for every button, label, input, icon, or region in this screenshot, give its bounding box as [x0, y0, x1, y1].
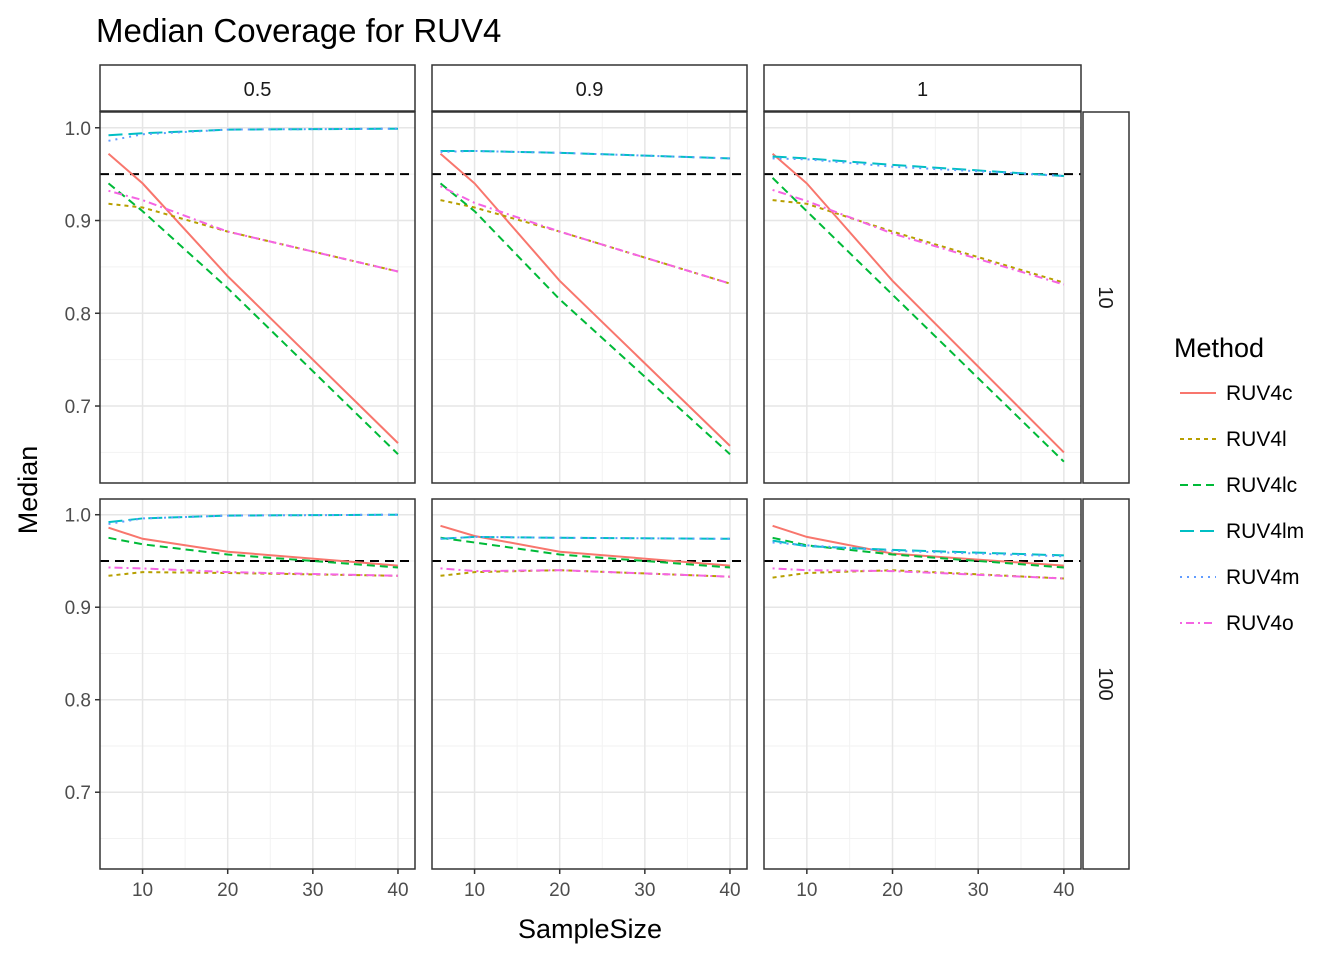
y-tick-label: 0.7: [65, 397, 91, 418]
panel-border: [99, 498, 416, 870]
col-strip: [99, 64, 416, 112]
series-line-ruv4m: [108, 127, 399, 142]
series-line-ruv4l: [440, 569, 731, 578]
series-line-ruv4lm: [772, 539, 1064, 557]
row-strip-label: 10: [1094, 286, 1116, 308]
panel-border: [99, 111, 416, 484]
panel-border: [763, 498, 1082, 870]
row-strip: [1082, 498, 1130, 870]
y-tick-label: 0.7: [65, 783, 91, 804]
series-line-ruv4o: [772, 567, 1064, 580]
panel-border: [431, 498, 748, 870]
series-line-ruv4m: [772, 157, 1064, 177]
facet-panel: 10 20 30 40: [763, 498, 1082, 901]
y-tick-label: 0.9: [65, 598, 91, 619]
series-line-ruv4o: [440, 567, 731, 578]
series-line-ruv4o: [440, 185, 731, 285]
series-line-ruv4lc: [107, 182, 399, 455]
x-tick-label: 20: [549, 880, 570, 901]
facet-panels: 0.5 0.9 1 10 100 0.7 0.8 0.9 1.0 0.7 0.8 0.9 1.0 10 20…: [65, 64, 1130, 901]
series-line-ruv4l: [440, 199, 731, 285]
series-line-ruv4lc: [108, 536, 399, 569]
y-tick-label: 0.8: [65, 304, 91, 325]
series-line-ruv4m: [108, 513, 399, 525]
legend: Method RUV4c RUV4l RUV4lc RUV4lm RUV4m RUV4o: [1174, 333, 1304, 635]
x-tick-label: 40: [719, 880, 740, 901]
y-tick-label: 0.8: [65, 691, 91, 712]
series-line-ruv4c: [439, 152, 731, 447]
x-tick-label: 10: [796, 880, 817, 901]
legend-label: RUV4lc: [1226, 474, 1297, 497]
facet-panel: 0.7 0.8 0.9 1.0: [65, 111, 416, 484]
legend-title: Method: [1174, 333, 1264, 363]
series-line-ruv4c: [772, 524, 1064, 567]
x-axis-label: SampleSize: [518, 914, 662, 944]
row-strip: [1082, 111, 1130, 484]
series-line-ruv4o: [108, 189, 399, 273]
series-line-ruv4m: [440, 535, 731, 540]
x-tick-label: 40: [387, 880, 408, 901]
col-strip-label: 0.9: [576, 79, 604, 101]
x-tick-label: 30: [634, 880, 655, 901]
series-line-ruv4c: [440, 524, 731, 567]
series-line-ruv4m: [772, 541, 1064, 558]
series-line-ruv4c: [771, 152, 1065, 454]
series-line-ruv4c: [107, 152, 399, 444]
series-line-ruv4lc: [772, 536, 1064, 569]
facet-panel: 0.7 0.8 0.9 1.0 10 20 30 40: [65, 498, 416, 901]
legend-label: RUV4c: [1226, 382, 1293, 405]
series-line-ruv4m: [440, 149, 731, 160]
legend-label: RUV4l: [1226, 428, 1287, 451]
x-tick-label: 20: [217, 880, 238, 901]
facet-panel: 10 20 30 40: [431, 498, 748, 901]
chart-title: Median Coverage for RUV4: [96, 12, 501, 49]
panel-border: [763, 111, 1082, 484]
legend-label: RUV4o: [1226, 612, 1294, 635]
facet-panel: [431, 111, 748, 484]
y-tick-label: 1.0: [65, 506, 91, 527]
series-line-ruv4lm: [108, 127, 399, 137]
col-strip-label: 1: [917, 79, 928, 101]
series-line-ruv4lc: [439, 182, 731, 455]
x-tick-label: 10: [464, 880, 485, 901]
col-strip-label: 0.5: [244, 79, 272, 101]
x-tick-label: 40: [1053, 880, 1074, 901]
legend-label: RUV4lm: [1226, 520, 1304, 543]
col-strip: [431, 64, 748, 112]
series-line-ruv4lc: [440, 536, 731, 569]
col-strip: [763, 64, 1082, 112]
y-tick-label: 0.9: [65, 212, 91, 233]
series-line-ruv4o: [108, 566, 399, 577]
series-line-ruv4lm: [772, 155, 1064, 177]
series-line-ruv4l: [108, 571, 399, 577]
series-line-ruv4l: [772, 569, 1064, 580]
y-tick-label: 1.0: [65, 119, 91, 140]
x-tick-label: 30: [968, 880, 989, 901]
series-line-ruv4lc: [771, 177, 1065, 463]
series-line-ruv4l: [772, 199, 1065, 284]
y-axis-label: Median: [13, 446, 43, 535]
series-line-ruv4l: [108, 202, 399, 273]
series-line-ruv4o: [772, 188, 1065, 286]
row-strip-label: 100: [1094, 667, 1116, 700]
panel-border: [431, 111, 748, 484]
legend-label: RUV4m: [1226, 566, 1300, 589]
x-tick-label: 10: [132, 880, 153, 901]
x-tick-label: 20: [882, 880, 903, 901]
series-line-ruv4c: [108, 526, 399, 567]
x-tick-label: 30: [302, 880, 323, 901]
facet-panel: [763, 111, 1082, 484]
